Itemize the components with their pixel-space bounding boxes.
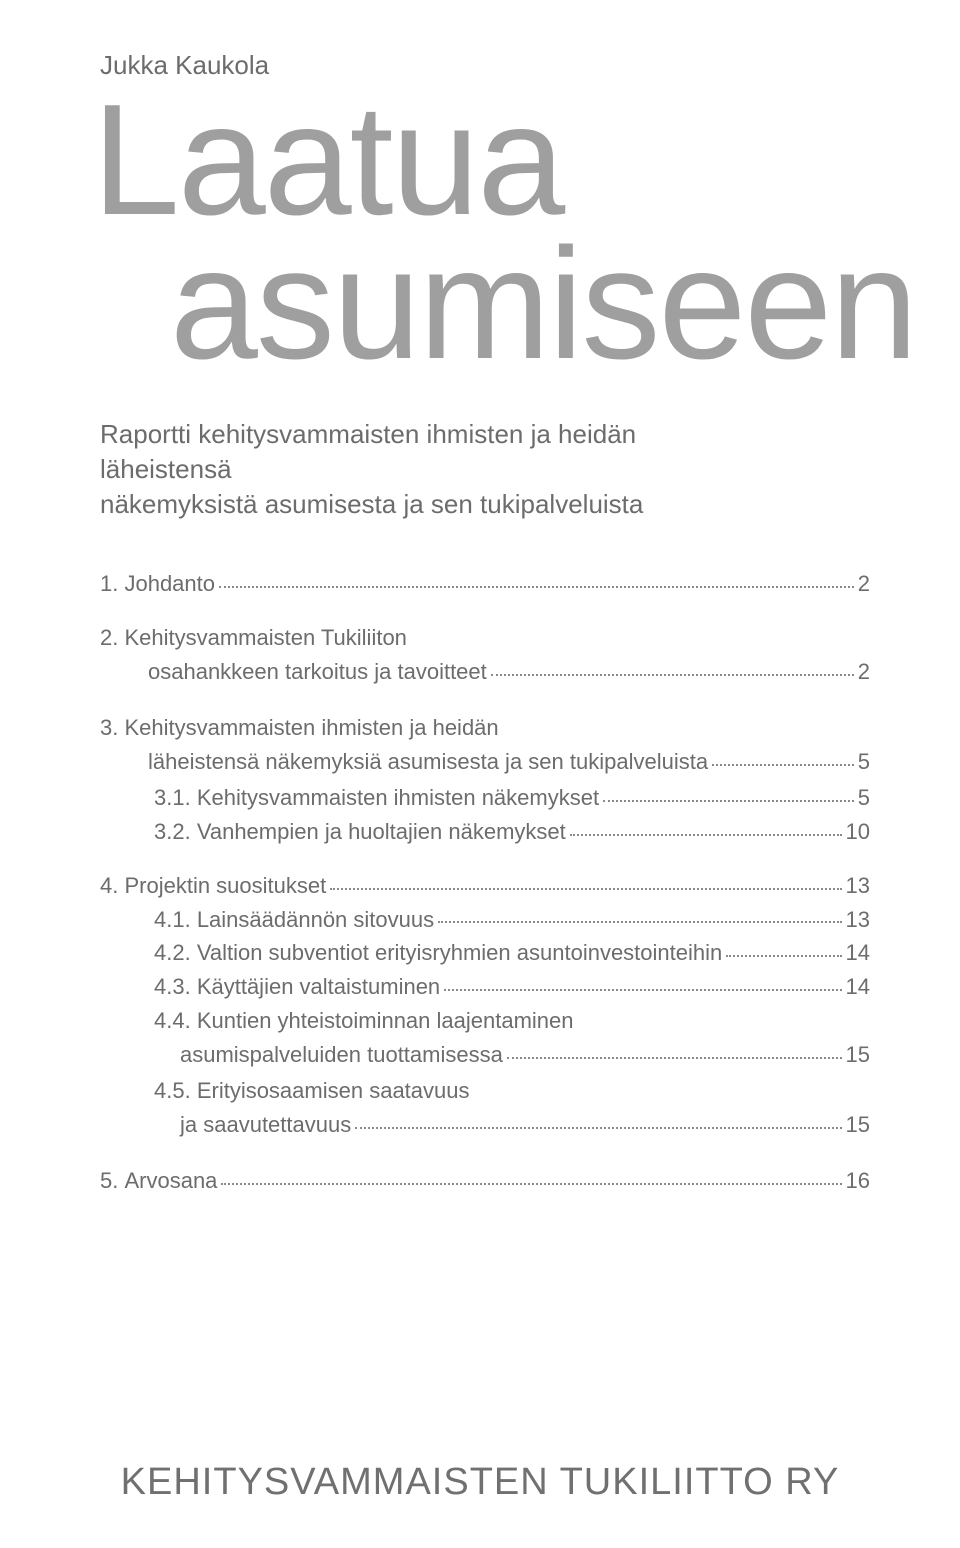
toc-row: 4.2. Valtion subventiot erityisryhmien a… (154, 937, 870, 969)
toc-page-number: 16 (846, 1165, 870, 1197)
toc-row: 3.1. Kehitysvammaisten ihmisten näkemyks… (154, 782, 870, 814)
toc-label: Kehitysvammaisten ihmisten ja heidän (124, 712, 498, 744)
toc-label: Valtion subventiot erityisryhmien asunto… (197, 937, 722, 969)
toc-number: 5. (100, 1165, 124, 1197)
toc-number: 4. (100, 870, 124, 902)
subtitle-line-1: Raportti kehitysvammaisten ihmisten ja h… (100, 419, 636, 484)
toc-leader (355, 1127, 841, 1129)
toc-number: 2. (100, 622, 124, 654)
toc-page-number: 10 (846, 816, 870, 848)
toc-row: 4.5. Erityisosaamisen saatavuus (154, 1075, 870, 1107)
toc-leader (221, 1183, 841, 1185)
toc-row: osahankkeen tarkoitus ja tavoitteet 2 (100, 656, 870, 688)
toc-row: 3. Kehitysvammaisten ihmisten ja heidän (100, 712, 870, 744)
title-line-1: Laatua (92, 85, 870, 235)
toc-row: 2. Kehitysvammaisten Tukiliitonosahankke… (100, 622, 870, 688)
toc-number: 4.5. (154, 1075, 197, 1107)
toc-page-number: 2 (858, 656, 870, 688)
toc-row: 5. Arvosana 16 (100, 1165, 870, 1197)
toc-row: 4.1. Lainsäädännön sitovuus 13 (154, 904, 870, 936)
toc-page-number: 5 (858, 782, 870, 814)
toc-label: Kuntien yhteistoiminnan laajentaminen (197, 1005, 574, 1037)
toc-row: asumispalveluiden tuottamisessa 15 (154, 1039, 870, 1071)
document-page: Jukka Kaukola Laatua asumiseen Raportti … (0, 0, 960, 1548)
toc-sub: 3.2. Vanhempien ja huoltajien näkemykset… (100, 816, 870, 848)
toc-row: 4. Projektin suositukset 13 (100, 870, 870, 902)
subtitle: Raportti kehitysvammaisten ihmisten ja h… (100, 417, 750, 522)
toc-number: 1. (100, 568, 124, 600)
publisher: KEHITYSVAMMAISTEN TUKILIITTO RY (0, 1461, 960, 1504)
toc-leader (491, 674, 854, 676)
toc-sub: 4.4. Kuntien yhteistoiminnan laajentamin… (100, 1005, 870, 1071)
toc-leader (330, 888, 841, 890)
title-line-2: asumiseen (170, 229, 870, 379)
toc-spacer (100, 1145, 870, 1165)
toc-leader (603, 800, 854, 802)
toc-number: 3.1. (154, 782, 197, 814)
toc-label: Johdanto (124, 568, 215, 600)
toc-label: Vanhempien ja huoltajien näkemykset (197, 816, 566, 848)
toc-label: osahankkeen tarkoitus ja tavoitteet (148, 656, 487, 688)
toc-spacer (100, 602, 870, 622)
toc-leader (438, 921, 841, 923)
toc-sub: 4.1. Lainsäädännön sitovuus 13 (100, 904, 870, 936)
toc-row: ja saavutettavuus 15 (154, 1109, 870, 1141)
subtitle-line-2: näkemyksistä asumisesta ja sen tukipalve… (100, 489, 643, 519)
toc-page-number: 2 (858, 568, 870, 600)
toc-spacer (100, 692, 870, 712)
toc-page-number: 13 (846, 904, 870, 936)
toc-row: 1. Johdanto 2 (100, 568, 870, 600)
toc-sub: 4.2. Valtion subventiot erityisryhmien a… (100, 937, 870, 969)
toc-leader (444, 989, 841, 991)
toc-label: Kehitysvammaisten ihmisten näkemykset (197, 782, 599, 814)
toc-page-number: 5 (858, 746, 870, 778)
toc-sub: 3.1. Kehitysvammaisten ihmisten näkemyks… (100, 782, 870, 814)
toc-leader (570, 834, 842, 836)
toc-page-number: 13 (846, 870, 870, 902)
toc-page-number: 15 (846, 1039, 870, 1071)
toc-label: ja saavutettavuus (180, 1109, 351, 1141)
toc-number: 4.1. (154, 904, 197, 936)
toc-row: 4.4. Kuntien yhteistoiminnan laajentamin… (154, 1005, 870, 1037)
toc-label: Erityisosaamisen saatavuus (197, 1075, 470, 1107)
toc-sub: 4.5. Erityisosaamisen saatavuusja saavut… (100, 1075, 870, 1141)
toc-number: 4.4. (154, 1005, 197, 1037)
toc-number: 3.2. (154, 816, 197, 848)
toc-number: 4.2. (154, 937, 197, 969)
toc-row: 2. Kehitysvammaisten Tukiliiton (100, 622, 870, 654)
toc-leader (726, 955, 841, 957)
toc-number: 4.3. (154, 971, 197, 1003)
toc-spacer (100, 850, 870, 870)
toc-label: asumispalveluiden tuottamisessa (180, 1039, 503, 1071)
toc-label: Arvosana (124, 1165, 217, 1197)
toc-label: Käyttäjien valtaistuminen (197, 971, 440, 1003)
toc-label: Projektin suositukset (124, 870, 326, 902)
table-of-contents: 1. Johdanto22. Kehitysvammaisten Tukilii… (100, 568, 870, 1196)
toc-page-number: 14 (846, 937, 870, 969)
toc-label: Lainsäädännön sitovuus (197, 904, 434, 936)
toc-number: 3. (100, 712, 124, 744)
toc-label: Kehitysvammaisten Tukiliiton (124, 622, 406, 654)
toc-leader (219, 586, 854, 588)
toc-row: 3.2. Vanhempien ja huoltajien näkemykset… (154, 816, 870, 848)
toc-label: läheistensä näkemyksiä asumisesta ja sen… (148, 746, 708, 778)
toc-row: 3. Kehitysvammaisten ihmisten ja heidänl… (100, 712, 870, 778)
toc-row: läheistensä näkemyksiä asumisesta ja sen… (100, 746, 870, 778)
toc-sub: 4.3. Käyttäjien valtaistuminen 14 (100, 971, 870, 1003)
toc-row: 4.3. Käyttäjien valtaistuminen 14 (154, 971, 870, 1003)
toc-leader (507, 1057, 842, 1059)
toc-leader (712, 764, 854, 766)
toc-page-number: 15 (846, 1109, 870, 1141)
toc-page-number: 14 (846, 971, 870, 1003)
